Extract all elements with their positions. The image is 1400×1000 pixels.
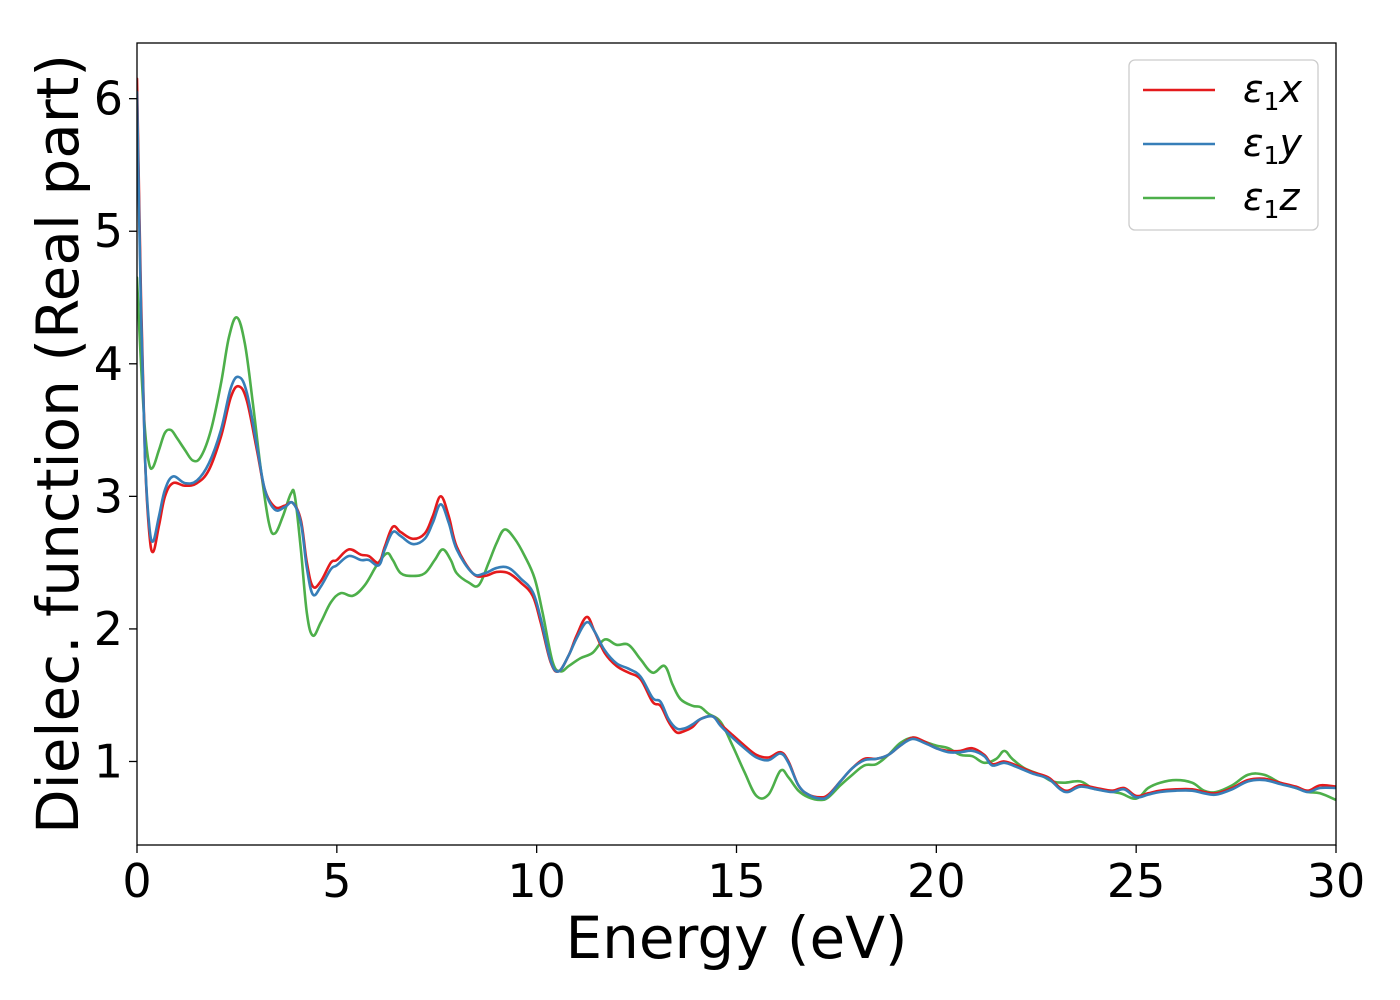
legend-label-y: ε1y	[1243, 121, 1302, 170]
y-tick-label: 4	[94, 337, 123, 391]
series-line-y	[137, 90, 1336, 801]
y-tick-label: 3	[94, 469, 123, 523]
legend-label-z: ε1z	[1243, 175, 1300, 224]
y-axis-label: Dielec. function (Real part)	[24, 54, 92, 834]
x-tick-label: 20	[907, 854, 966, 908]
y-tick-label: 6	[94, 72, 123, 126]
legend: ε1x ε1y ε1z	[1128, 59, 1319, 231]
y-tick-label: 2	[94, 602, 123, 656]
y-tick-label: 5	[94, 204, 123, 258]
plot-lines	[137, 77, 1336, 802]
series-line-z	[137, 276, 1336, 802]
y-tick-label: 1	[94, 734, 123, 788]
series-line-x	[137, 77, 1336, 799]
x-tick-label: 10	[507, 854, 566, 908]
x-axis-ticks: 0 5 10 15 20 25 30	[122, 845, 1365, 908]
y-axis-ticks: 1 2 3 4 5 6	[94, 72, 137, 788]
legend-label-x: ε1x	[1243, 67, 1302, 116]
x-tick-label: 25	[1107, 854, 1166, 908]
x-tick-label: 30	[1307, 854, 1366, 908]
x-tick-label: 0	[122, 854, 151, 908]
legend-box	[1128, 59, 1319, 231]
x-tick-label: 15	[707, 854, 766, 908]
x-tick-label: 5	[322, 854, 351, 908]
x-axis-label: Energy (eV)	[565, 904, 907, 972]
